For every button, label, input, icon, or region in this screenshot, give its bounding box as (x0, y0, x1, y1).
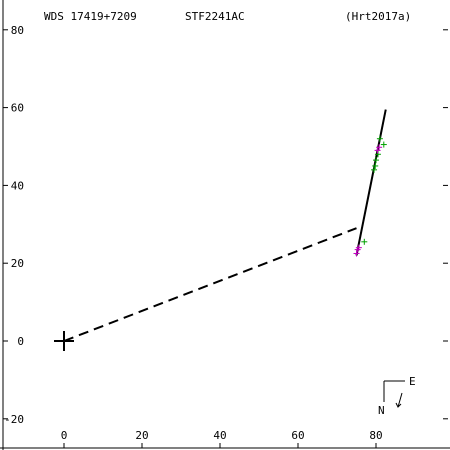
x-tick-label: 80 (369, 429, 382, 442)
x-tick-label: 0 (61, 429, 68, 442)
x-tick-label: 40 (213, 429, 226, 442)
chart-title-ref: (Hrt2017a) (345, 10, 411, 23)
data-point (361, 238, 368, 245)
orbit-line (355, 109, 387, 256)
data-point (353, 250, 360, 257)
primary-star-marker (54, 331, 74, 351)
orientation-north-label: N (378, 404, 385, 417)
observation-points (353, 135, 387, 257)
data-point (376, 135, 383, 142)
data-point (355, 244, 362, 251)
data-point (376, 144, 383, 151)
y-tick-label: 60 (11, 102, 24, 115)
data-point (371, 166, 378, 173)
orientation-arrow-icon (397, 392, 403, 408)
axis-ticks: 0 20 40 60 80 80 60 40 20 0 -20 (3, 24, 448, 448)
chart-title-wds: WDS 17419+7209 (44, 10, 137, 23)
data-point (374, 147, 381, 154)
x-tick-label: 60 (291, 429, 304, 442)
dashed-line (63, 227, 357, 342)
chart-title-name: STF2241AC (185, 10, 245, 23)
x-tick-label: 20 (135, 429, 148, 442)
orientation-indicator: E N (378, 375, 416, 417)
y-tick-label: -20 (4, 413, 24, 426)
y-tick-label: 40 (11, 179, 24, 192)
orientation-arrowhead-icon (395, 402, 402, 408)
data-point (380, 141, 387, 148)
data-point (372, 162, 379, 169)
y-tick-label: 0 (17, 335, 24, 348)
y-tick-label: 80 (11, 24, 24, 37)
orientation-east-label: E (409, 375, 416, 388)
y-tick-label: 20 (11, 257, 24, 270)
data-point (373, 157, 379, 164)
